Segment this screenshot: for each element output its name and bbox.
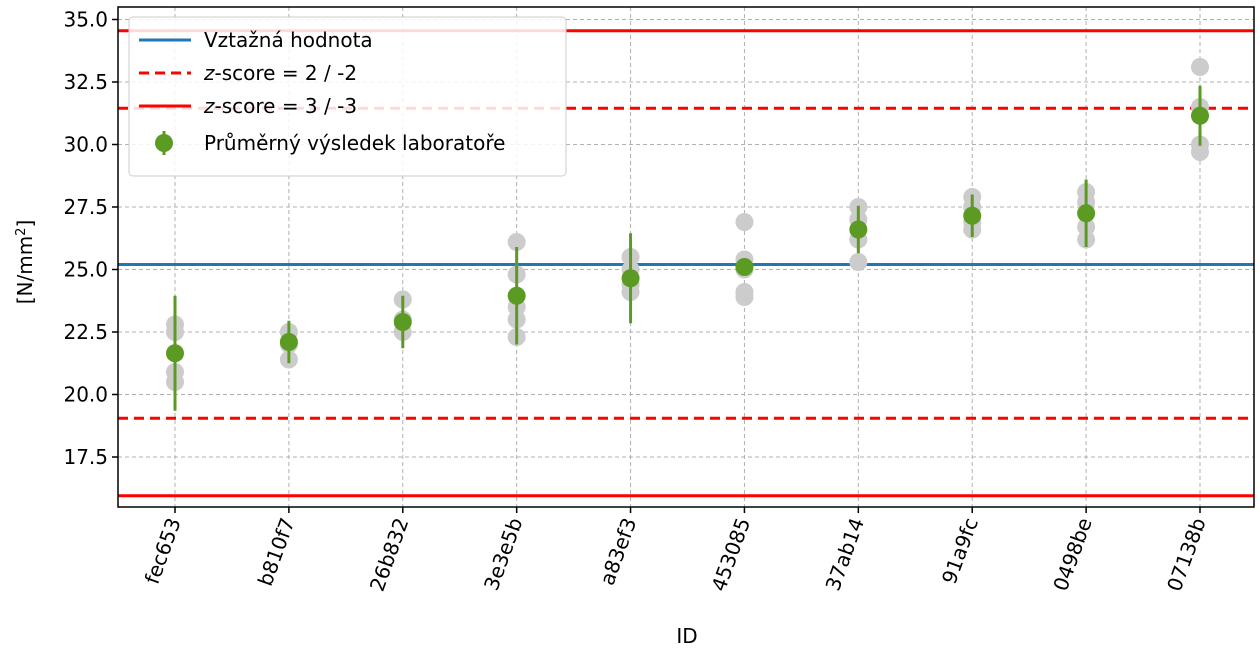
- mean-point: [1077, 204, 1096, 223]
- mean-point: [166, 344, 184, 363]
- legend: Vztažná hodnota z-score = 2 / -2 z-score…: [128, 16, 567, 177]
- y-tick-label: 32.5: [63, 70, 108, 94]
- x-tick-label: 37ab14: [821, 515, 869, 594]
- y-tick-label: 27.5: [63, 195, 108, 219]
- x-tick-label: 0498be: [1048, 515, 1097, 595]
- mean-point: [621, 269, 640, 288]
- legend-zscore3-label: z-score = 3 / -3: [203, 94, 357, 118]
- mean-point: [279, 333, 298, 351]
- individual-result-point: [507, 233, 526, 251]
- plot-frame: [117, 6, 1255, 508]
- legend-frame: [128, 16, 567, 177]
- individual-result-point: [735, 288, 754, 306]
- x-tick-label: b810f7: [253, 515, 300, 590]
- mean-point: [507, 286, 526, 305]
- individual-result-point: [1191, 143, 1209, 161]
- mean-point: [735, 258, 754, 276]
- legend-mean-label: Průměrný výsledek laboratoře: [204, 131, 505, 155]
- x-tick-label: 3e3e5b: [479, 515, 527, 594]
- data-points: [166, 58, 1209, 411]
- individual-result-point: [735, 213, 754, 231]
- legend-zscore2-label: z-score = 2 / -2: [203, 61, 357, 85]
- x-axis-label: ID: [676, 624, 697, 648]
- x-tick-label: a83ef3: [595, 515, 641, 589]
- individual-result-point: [849, 253, 868, 271]
- mean-point: [393, 313, 412, 331]
- y-tick-label: 25.0: [63, 258, 108, 282]
- individual-result-point: [1191, 58, 1209, 76]
- x-tick-label: 91a9fc: [937, 515, 983, 588]
- x-tick-label: 07138b: [1162, 515, 1211, 595]
- mean-point: [963, 206, 982, 225]
- legend-mean-marker: [155, 134, 173, 152]
- y-tick-label: 22.5: [63, 320, 108, 344]
- mean-point: [1191, 106, 1209, 125]
- x-tick-label: 26b832: [365, 515, 414, 595]
- legend-reference-label: Vztažná hodnota: [204, 28, 373, 52]
- y-tick-label: 20.0: [63, 383, 108, 407]
- y-axis-label: [N/mm2]: [13, 220, 37, 305]
- y-tick-label: 35.0: [63, 8, 108, 32]
- y-tick-label: 30.0: [63, 133, 108, 157]
- y-tick-label: 17.5: [63, 445, 108, 469]
- mean-point: [849, 220, 868, 239]
- x-tick-label: fec653: [140, 515, 186, 588]
- x-tick-label: 453085: [706, 515, 755, 595]
